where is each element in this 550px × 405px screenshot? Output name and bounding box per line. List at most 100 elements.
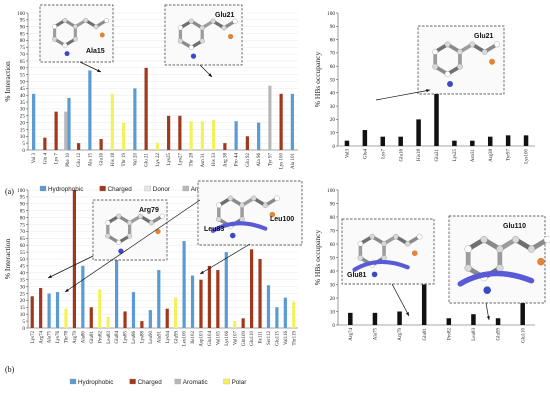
category-label: Arg79: [73, 331, 78, 344]
category-label: Glu16: [399, 149, 404, 162]
y-tick-label: 100: [17, 11, 25, 17]
bar-polar: [200, 121, 204, 150]
legend-label: Aromatic: [183, 379, 208, 386]
arrow-line: [391, 283, 410, 317]
bar-charged: [144, 67, 148, 150]
y-tick-label: 70: [330, 51, 336, 57]
category-label: Leu83: [107, 331, 112, 344]
category-label: Arg74: [39, 331, 44, 344]
category-label: Leu90: [149, 331, 154, 344]
category-label: Glu110: [521, 328, 526, 343]
molecule-atom: [480, 235, 488, 244]
category-label: Glu84: [115, 331, 120, 344]
category-label: Lys85: [124, 331, 129, 344]
molecule-atom: [357, 255, 364, 261]
legend-label: Donor: [153, 186, 170, 193]
bar-hydrophobic: [182, 241, 186, 328]
molecule-atom: [105, 220, 111, 226]
category-label: Lys 7: [55, 153, 60, 164]
inset-glu21-a: Glu21: [164, 4, 243, 66]
y-axis-label: % HBs occupancy: [313, 230, 322, 286]
y-tick-label: 90: [330, 201, 336, 207]
bar-charged: [99, 139, 103, 150]
bar-polar: [106, 316, 110, 328]
inset-label: Leu100: [270, 216, 294, 223]
bar-charged: [30, 296, 34, 328]
legend-swatch-charged: [99, 185, 106, 192]
molecule-atom: [216, 202, 222, 209]
y-tick-label: 10: [330, 131, 336, 137]
category-label: Ala80: [81, 331, 86, 344]
oxygen-atom: [489, 58, 496, 65]
bar-charged: [199, 279, 203, 328]
inset-glu110: Glu110: [448, 215, 550, 304]
inset-label: Leu83: [204, 226, 224, 233]
legend-label: Charged: [138, 379, 163, 386]
category-label: Ala 101: [291, 153, 296, 169]
bar-hydrophobic: [81, 265, 85, 328]
y-tick-label: 5: [22, 319, 25, 325]
molecule-atom: [416, 233, 423, 240]
y-tick-label: 40: [20, 93, 26, 99]
y-tick-label: 20: [20, 298, 26, 304]
y-tick-label: 80: [20, 215, 26, 221]
y-tick-label: 65: [20, 59, 26, 65]
molecule-atom: [239, 202, 245, 209]
y-tick-label: 50: [330, 255, 336, 261]
molecule-atom: [52, 36, 58, 42]
bar-charged: [216, 270, 220, 328]
category-label: Pro82: [447, 328, 452, 340]
molecule-atom: [188, 44, 194, 50]
molecule-atom: [105, 233, 111, 239]
molecule-atom: [188, 18, 194, 24]
molecule-atom: [369, 233, 375, 240]
bar-charged: [140, 321, 144, 328]
y-tick-label: 30: [330, 282, 336, 288]
molecule-atom: [481, 48, 488, 55]
category-label: Asn31: [471, 149, 476, 163]
arrow-leu100: [199, 243, 251, 275]
molecule-atom: [512, 235, 520, 244]
y-tick-label: 40: [330, 269, 336, 275]
molecule-atom: [72, 24, 78, 30]
nitrogen-atom: [64, 51, 70, 57]
bar-charged: [241, 318, 245, 328]
molecule-atom: [457, 48, 463, 55]
category-label: Thr119: [292, 331, 297, 346]
molecule-atom: [469, 41, 476, 48]
molecule-atom: [177, 25, 183, 31]
category-label: Arg79: [398, 328, 403, 341]
bar-hydrophobic: [67, 97, 71, 150]
molecule-atom: [250, 195, 257, 202]
molecule-atom: [137, 213, 144, 219]
category-label: Glu110: [250, 331, 255, 346]
inset-label: Arg79: [139, 207, 159, 214]
bar-hydrophobic: [157, 270, 161, 328]
arrow-ala15: [79, 61, 102, 73]
inset-label: Glu21: [215, 12, 235, 19]
category-label: Tyr 97: [268, 153, 273, 167]
molecule-atom: [210, 18, 216, 24]
category-label: Arg 38: [223, 153, 228, 167]
inset-glu81: Glu81: [341, 218, 435, 285]
y-tick-label: 0: [332, 323, 335, 329]
inset-label: Glu21: [474, 33, 494, 40]
y-tick-label: 45: [20, 264, 26, 270]
bar-aromatic: [268, 85, 272, 150]
bar-polar: [110, 93, 114, 150]
category-label: Val116: [284, 331, 289, 345]
bar-charged: [54, 111, 58, 150]
molecule-atom: [62, 18, 68, 23]
bar-charged: [245, 136, 249, 150]
y-tick-label: 20: [330, 117, 336, 123]
molecule-atom: [83, 18, 89, 23]
category-label: Val107: [233, 331, 238, 346]
bar-charged: [77, 143, 81, 150]
bar-hydrophobic: [234, 121, 238, 150]
inset-glu21-b: Glu21: [417, 25, 505, 95]
bar-polar: [212, 119, 216, 150]
bar-occupancy: [434, 91, 439, 146]
y-tick-label: 50: [20, 79, 26, 85]
y-tick-label: 65: [20, 236, 26, 242]
molecule-atom: [232, 18, 238, 24]
